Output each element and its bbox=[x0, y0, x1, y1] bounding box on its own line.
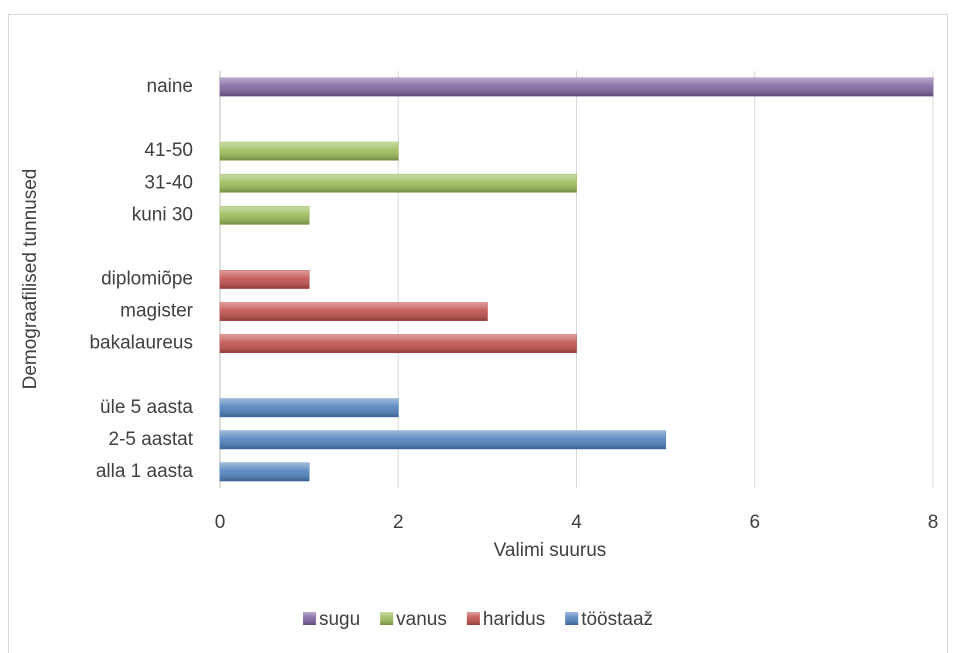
y-tick-label: diplomiõpe bbox=[101, 269, 193, 290]
legend-swatch-shine bbox=[380, 612, 394, 625]
legend-swatch-shine bbox=[466, 612, 480, 625]
bar-shine bbox=[220, 206, 310, 225]
legend-label: haridus bbox=[483, 609, 545, 630]
bar-shine bbox=[220, 398, 399, 417]
legend-swatch-shine bbox=[302, 612, 316, 625]
legend-label: tööstaaž bbox=[581, 609, 653, 630]
chart-frame bbox=[8, 14, 948, 653]
y-tick-label: naine bbox=[147, 76, 194, 97]
bar-shine bbox=[220, 142, 399, 161]
bar-shine bbox=[220, 430, 666, 449]
y-axis-title: Demograafilised tunnused bbox=[20, 169, 41, 390]
y-tick-label: 2-5 aastat bbox=[109, 429, 194, 450]
x-axis-title: Valimi suurus bbox=[494, 540, 607, 561]
bar-shine bbox=[220, 462, 310, 481]
bar-shine bbox=[220, 270, 310, 289]
bar-shine bbox=[220, 174, 577, 193]
y-tick-label: alla 1 aasta bbox=[96, 461, 194, 482]
legend-swatch-shine bbox=[565, 612, 579, 625]
y-tick-label: üle 5 aasta bbox=[100, 397, 193, 418]
legend-label: sugu bbox=[319, 609, 360, 630]
bar-shine bbox=[220, 302, 488, 321]
x-tick-label: 8 bbox=[928, 512, 939, 533]
x-tick-label: 6 bbox=[749, 512, 760, 533]
legend-label: vanus bbox=[396, 609, 447, 630]
x-tick-label: 2 bbox=[393, 512, 404, 533]
y-tick-label: bakalaureus bbox=[89, 333, 193, 354]
y-tick-label: kuni 30 bbox=[132, 204, 193, 225]
y-tick-label: 41-50 bbox=[144, 140, 193, 161]
bar-shine bbox=[220, 78, 933, 97]
y-tick-label: magister bbox=[120, 301, 194, 322]
x-tick-label: 4 bbox=[571, 512, 582, 533]
x-tick-label: 0 bbox=[215, 512, 226, 533]
bar-shine bbox=[220, 334, 577, 353]
y-tick-label: 31-40 bbox=[144, 172, 193, 193]
